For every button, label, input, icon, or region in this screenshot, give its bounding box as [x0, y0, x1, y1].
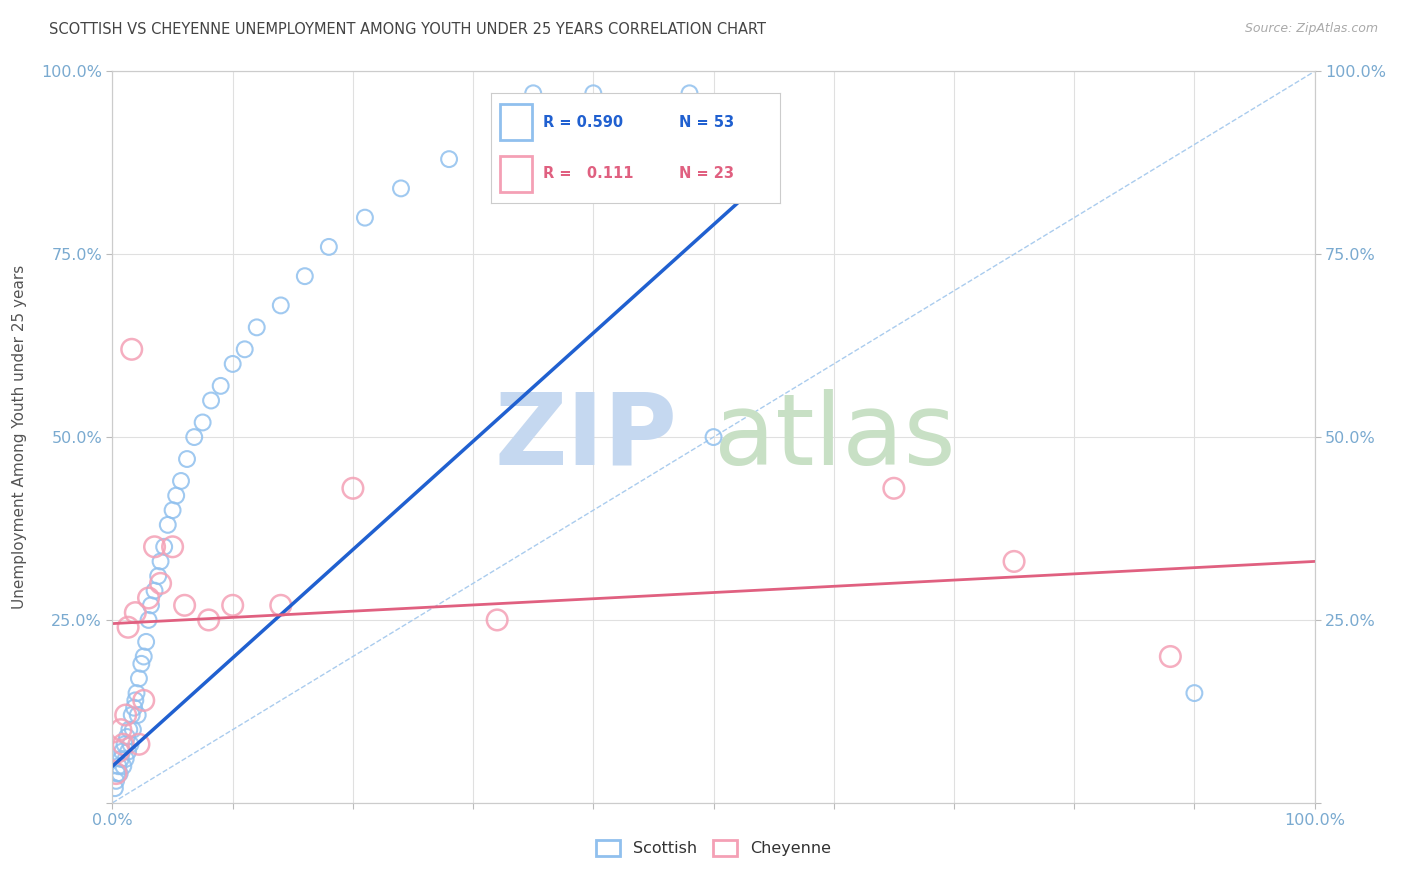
Point	[246, 320, 269, 334]
Text: atlas: atlas	[713, 389, 955, 485]
Point	[114, 708, 136, 723]
Point	[318, 240, 340, 254]
Point	[122, 700, 145, 714]
Point	[233, 343, 256, 357]
Point	[110, 723, 132, 737]
Point	[209, 379, 232, 393]
Y-axis label: Unemployment Among Youth under 25 years: Unemployment Among Youth under 25 years	[13, 265, 27, 609]
Point	[173, 599, 195, 613]
Point	[114, 737, 136, 751]
Point	[117, 620, 139, 634]
Text: Source: ZipAtlas.com: Source: ZipAtlas.com	[1244, 22, 1378, 36]
Point	[165, 489, 187, 503]
Point	[1002, 554, 1025, 568]
Point	[131, 657, 153, 671]
Point	[132, 649, 155, 664]
Point	[389, 181, 412, 195]
Point	[128, 737, 150, 751]
Point	[486, 613, 509, 627]
Point	[117, 745, 139, 759]
Point	[112, 759, 135, 773]
Point	[270, 298, 292, 312]
Point	[191, 416, 214, 430]
Point	[122, 723, 145, 737]
Point	[125, 686, 148, 700]
Point	[170, 474, 193, 488]
Point	[270, 599, 292, 613]
Point	[294, 269, 316, 284]
Point	[183, 430, 205, 444]
Point	[118, 723, 141, 737]
Point	[149, 576, 172, 591]
Point	[115, 730, 138, 744]
Point	[176, 452, 198, 467]
Point	[132, 693, 155, 707]
Point	[127, 708, 149, 723]
Point	[111, 745, 134, 759]
Point	[143, 583, 166, 598]
Point	[1184, 686, 1206, 700]
Point	[200, 393, 222, 408]
Point	[354, 211, 377, 225]
Text: ZIP: ZIP	[495, 389, 678, 485]
Point	[883, 481, 905, 495]
Point	[342, 481, 364, 495]
Point	[112, 737, 135, 751]
Legend: Scottish, Cheyenne: Scottish, Cheyenne	[588, 831, 839, 864]
Point	[702, 430, 725, 444]
Point	[139, 599, 162, 613]
Point	[162, 540, 184, 554]
Point	[105, 773, 128, 788]
Point	[105, 766, 128, 780]
Point	[124, 693, 146, 707]
Point	[156, 517, 179, 532]
Point	[1159, 649, 1181, 664]
Point	[114, 752, 136, 766]
Point	[124, 606, 146, 620]
Point	[135, 635, 157, 649]
Point	[146, 569, 169, 583]
Point	[110, 752, 132, 766]
Point	[120, 737, 142, 751]
Point	[582, 87, 605, 101]
Point	[143, 540, 166, 554]
Point	[128, 672, 150, 686]
Point	[108, 766, 131, 780]
Point	[678, 87, 700, 101]
Point	[222, 357, 245, 371]
Point	[522, 87, 544, 101]
Point	[153, 540, 176, 554]
Point	[121, 343, 143, 357]
Point	[437, 152, 460, 166]
Point	[162, 503, 184, 517]
Point	[104, 781, 127, 796]
Text: SCOTTISH VS CHEYENNE UNEMPLOYMENT AMONG YOUTH UNDER 25 YEARS CORRELATION CHART: SCOTTISH VS CHEYENNE UNEMPLOYMENT AMONG …	[49, 22, 766, 37]
Point	[197, 613, 219, 627]
Point	[105, 766, 128, 780]
Point	[107, 745, 129, 759]
Point	[138, 613, 160, 627]
Point	[138, 591, 160, 605]
Point	[121, 708, 143, 723]
Point	[107, 759, 129, 773]
Point	[149, 554, 172, 568]
Point	[222, 599, 245, 613]
